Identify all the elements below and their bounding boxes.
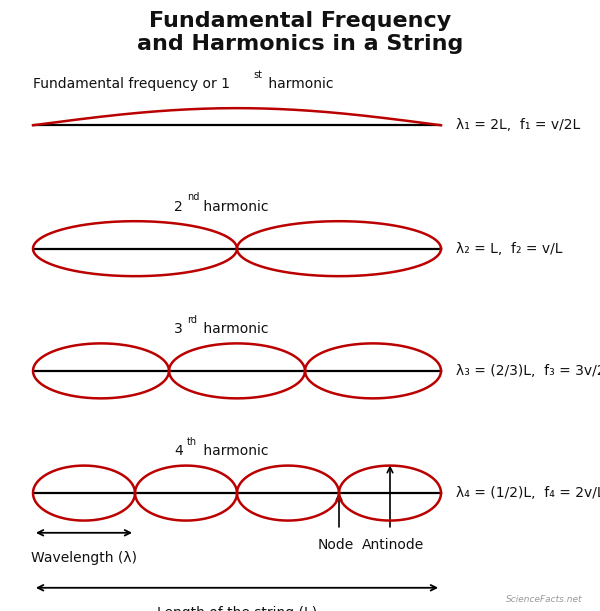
Text: rd: rd (187, 315, 197, 324)
Text: Fundamental Frequency: Fundamental Frequency (149, 12, 451, 31)
Text: st: st (254, 70, 263, 80)
Text: harmonic: harmonic (199, 200, 269, 213)
Text: Node: Node (318, 538, 354, 552)
Text: 3: 3 (174, 322, 183, 335)
Text: Wavelength (λ): Wavelength (λ) (31, 552, 137, 565)
Text: harmonic: harmonic (264, 78, 334, 91)
Text: λ₃ = (2/3)L,  f₃ = 3v/2L: λ₃ = (2/3)L, f₃ = 3v/2L (456, 364, 600, 378)
Text: harmonic: harmonic (199, 322, 269, 335)
Text: λ₄ = (1/2)L,  f₄ = 2v/L: λ₄ = (1/2)L, f₄ = 2v/L (456, 486, 600, 500)
Text: ScienceFacts.net: ScienceFacts.net (505, 595, 582, 604)
Text: Fundamental frequency or 1: Fundamental frequency or 1 (33, 78, 230, 91)
Text: λ₁ = 2L,  f₁ = v/2L: λ₁ = 2L, f₁ = v/2L (456, 119, 580, 132)
Text: nd: nd (187, 192, 200, 202)
Text: Antinode: Antinode (362, 538, 424, 552)
Text: Length of the string (L): Length of the string (L) (157, 607, 317, 611)
Text: th: th (187, 437, 197, 447)
Text: 2: 2 (174, 200, 183, 213)
Text: harmonic: harmonic (199, 444, 269, 458)
Text: 4: 4 (174, 444, 183, 458)
Text: and Harmonics in a String: and Harmonics in a String (137, 34, 463, 54)
Text: λ₂ = L,  f₂ = v/L: λ₂ = L, f₂ = v/L (456, 242, 563, 255)
